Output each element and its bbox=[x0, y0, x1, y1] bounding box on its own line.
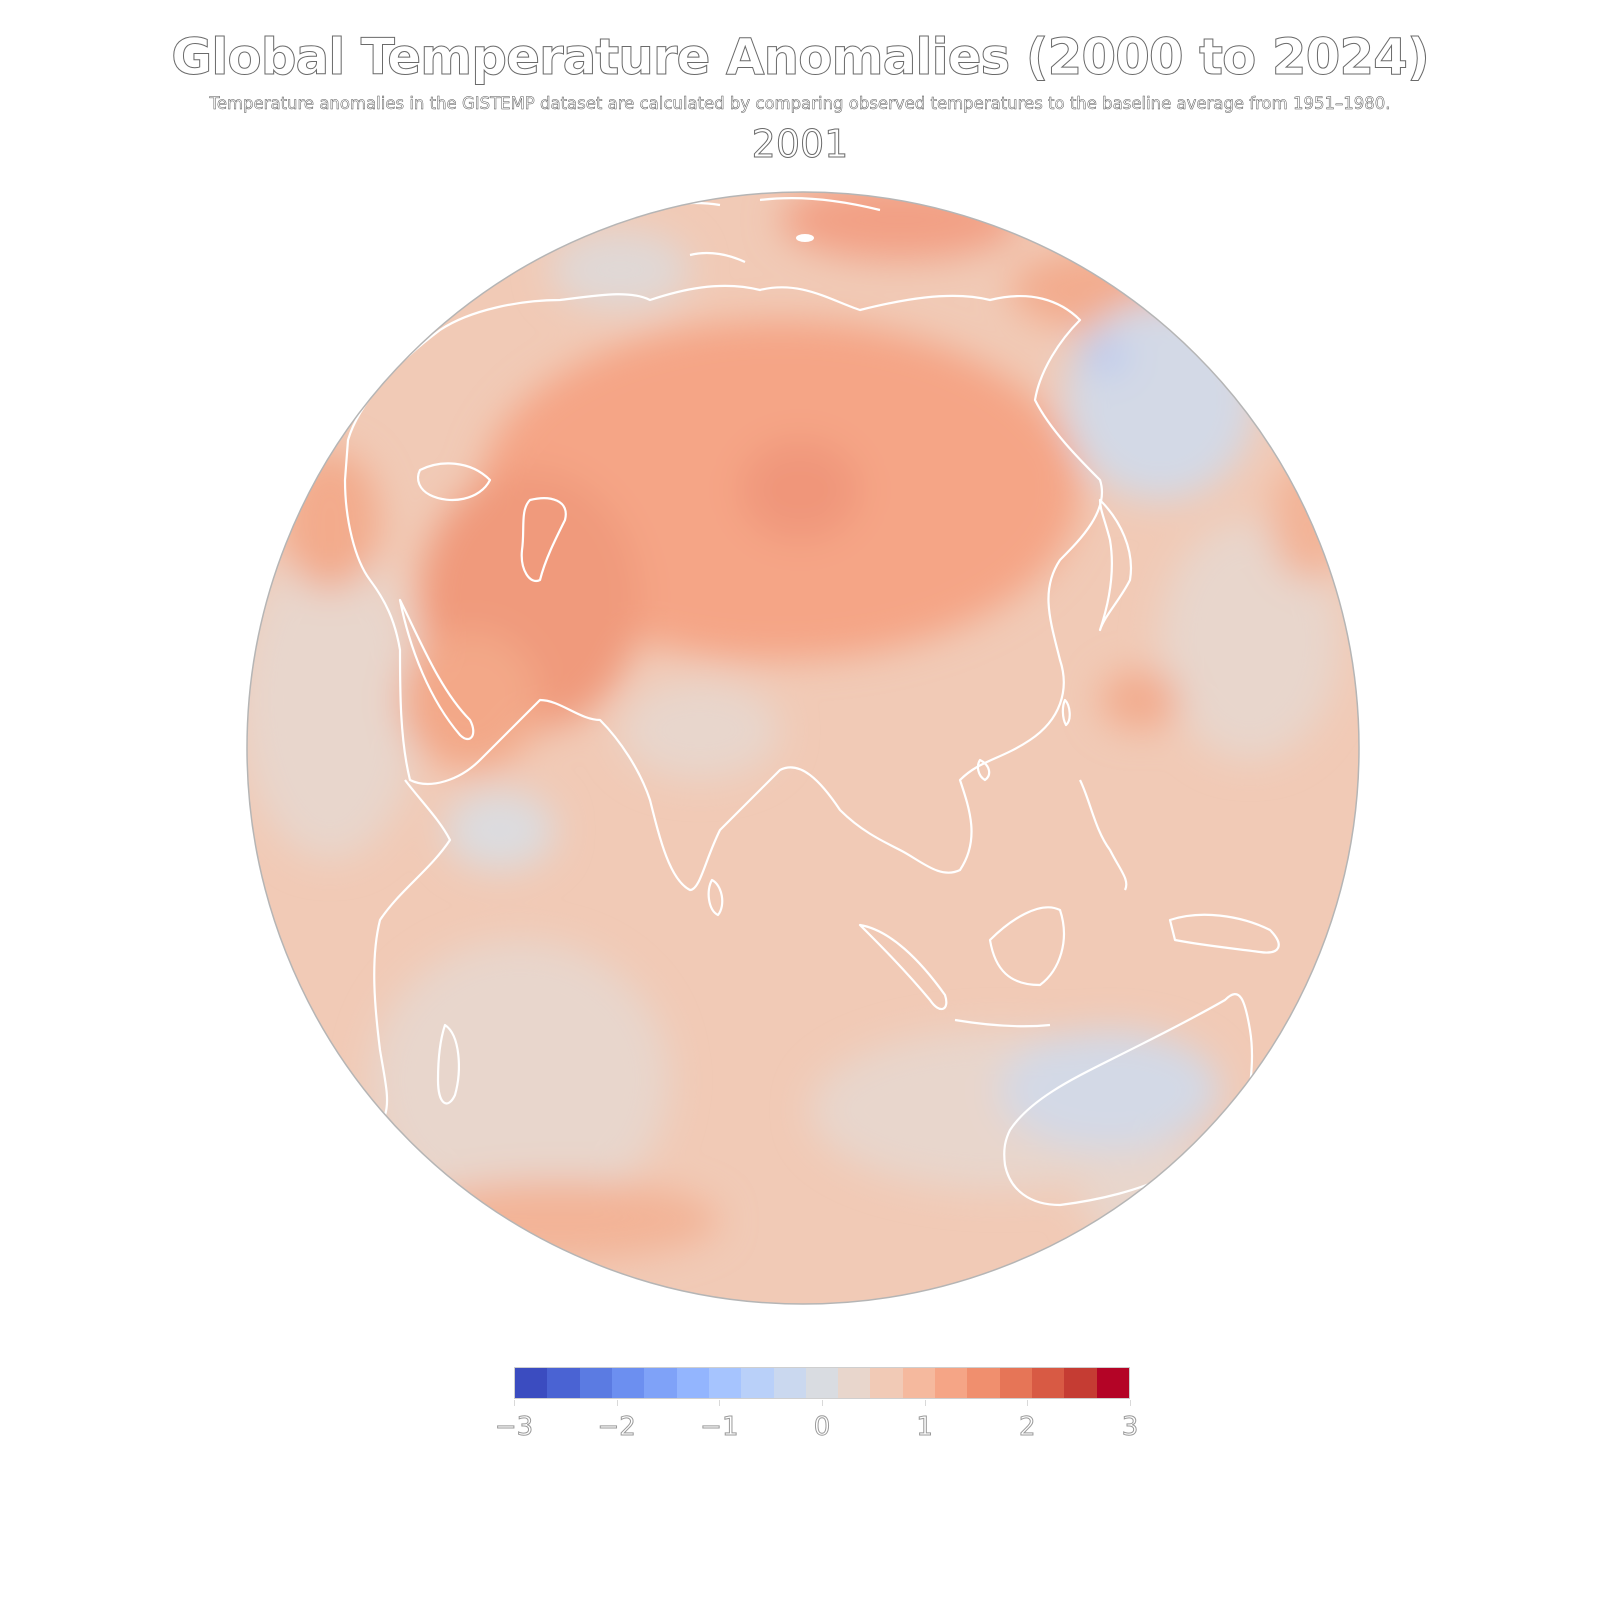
java-outline bbox=[954, 1018, 1051, 1028]
colorbar-segment bbox=[838, 1368, 871, 1398]
colorbar-tick-label: 3 bbox=[1121, 1412, 1139, 1443]
colorbar bbox=[514, 1367, 1130, 1399]
colorbar-tick-mark bbox=[1027, 1400, 1029, 1406]
barents-neutral bbox=[550, 230, 690, 310]
colorbar-tick-label: −2 bbox=[597, 1412, 636, 1443]
colorbar-segment bbox=[967, 1368, 1000, 1398]
africa-neutral-patch bbox=[247, 540, 420, 860]
pacific-warm-spot bbox=[1100, 670, 1180, 730]
colorbar-segment bbox=[1032, 1368, 1065, 1398]
sumatra-outline bbox=[858, 923, 948, 1011]
red-sea-outline bbox=[398, 598, 475, 741]
okhotsk-cold-core bbox=[1083, 337, 1127, 373]
sri-lanka-outline bbox=[707, 878, 724, 917]
colorbar-tick-mark bbox=[1130, 1400, 1131, 1406]
middle-east-warm bbox=[400, 630, 540, 770]
colorbar-tick-mark bbox=[616, 1400, 618, 1406]
philippines-outline bbox=[1079, 779, 1128, 891]
colorbar-segment bbox=[676, 1368, 709, 1398]
colorbar-tick-mark bbox=[719, 1400, 721, 1406]
colorbar-tick-mark bbox=[822, 1400, 823, 1406]
arctic-islands-outline bbox=[619, 196, 881, 263]
south-indian-ocean-neutral bbox=[370, 940, 670, 1220]
frame-year-label: 2001 bbox=[751, 122, 849, 167]
colorbar-segment bbox=[999, 1368, 1032, 1398]
japan-outline bbox=[1098, 498, 1133, 632]
anomaly-field bbox=[247, 192, 1359, 1304]
north-pole-marker bbox=[796, 234, 814, 242]
hainan-taiwan-outline bbox=[976, 698, 1071, 782]
colorbar-tick-label: −1 bbox=[700, 1412, 739, 1443]
colorbar-tick-mark bbox=[924, 1400, 926, 1406]
new-guinea-outline bbox=[1168, 913, 1280, 954]
colorbar-segment bbox=[644, 1368, 677, 1398]
colorbar-segment bbox=[1064, 1368, 1097, 1398]
borneo-outline bbox=[988, 906, 1065, 987]
madagascar-outline bbox=[436, 1023, 460, 1105]
colorbar-segment bbox=[773, 1368, 806, 1398]
caspian-sea-outline bbox=[520, 497, 567, 583]
colorbar-segment bbox=[870, 1368, 903, 1398]
okhotsk-cool-patch bbox=[1065, 300, 1255, 500]
colorbar-segment bbox=[805, 1368, 839, 1398]
colorbar-segment bbox=[579, 1368, 612, 1398]
colorbar-segment bbox=[515, 1368, 548, 1398]
australia-cool-patch bbox=[1000, 1030, 1220, 1150]
africa-coastline bbox=[373, 779, 452, 1116]
colorbar-tick-label: −3 bbox=[494, 1412, 534, 1443]
colorbar-tick-label: 2 bbox=[1019, 1412, 1037, 1443]
colorbar-segment bbox=[935, 1368, 968, 1398]
colorbar-segment bbox=[902, 1368, 936, 1398]
australia-coastline bbox=[1003, 993, 1254, 1207]
colorbar-segment bbox=[741, 1368, 774, 1398]
colorbar-segment bbox=[708, 1368, 742, 1398]
colorbar-tick-mark bbox=[514, 1400, 515, 1406]
tasman-neutral bbox=[1080, 1150, 1300, 1250]
coastlines bbox=[343, 196, 1280, 1207]
colorbar-tick-label: 1 bbox=[916, 1412, 934, 1443]
colorbar-segment bbox=[1096, 1368, 1129, 1398]
pacific-neutral-patch bbox=[1160, 520, 1340, 760]
chart-subtitle: Temperature anomalies in the GISTEMP dat… bbox=[209, 94, 1391, 114]
siberia-core-warm bbox=[740, 440, 860, 540]
globe-outline bbox=[246, 191, 1360, 1305]
colorbar-segment bbox=[611, 1368, 645, 1398]
europe-warm bbox=[280, 450, 380, 590]
colorbar-tick-label: 0 bbox=[813, 1412, 831, 1443]
india-neutral-patch bbox=[620, 680, 780, 780]
arabian-sea-neutral-patch bbox=[445, 790, 555, 870]
chart-title: Global Temperature Anomalies (2000 to 20… bbox=[171, 28, 1431, 87]
eurasia-coastline bbox=[343, 284, 1103, 892]
black-sea-outline bbox=[416, 462, 492, 502]
colorbar-segment bbox=[547, 1368, 580, 1398]
chukchi-warm bbox=[1010, 250, 1190, 330]
